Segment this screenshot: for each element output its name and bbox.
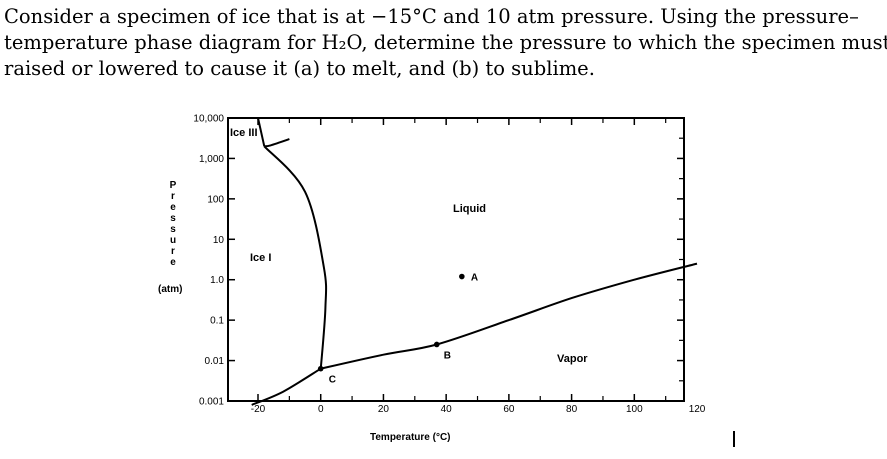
y-axis-letter-6: r (171, 246, 175, 257)
special-points: A B C (317, 273, 478, 386)
boundary-ice3-ice1 (264, 138, 290, 148)
x-tick-label-1: 0 (318, 404, 324, 415)
point-a-label: A (471, 273, 478, 284)
region-ice-i: Ice I (250, 252, 271, 264)
y-axis-letter-1: r (171, 191, 175, 202)
question-line-3: raised or lowered to cause it (a) to mel… (4, 57, 595, 80)
y-axis-letter-7: e (170, 257, 176, 268)
tick-marks (228, 117, 684, 402)
x-tick-label-2: 20 (378, 404, 390, 415)
point-a-marker (459, 273, 465, 280)
point-c-label: C (329, 375, 336, 386)
y-tick-label-1: 1,000 (199, 154, 224, 165)
y-tick-labels: 10,000 1,000 100 10 1.0 0.1 0.01 0.001 (193, 114, 224, 408)
point-c-marker (317, 365, 324, 372)
boundary-ice3-left (257, 117, 266, 147)
y-tick-label-2: 100 (207, 194, 224, 205)
region-vapor: Vapor (557, 353, 588, 365)
region-ice-iii: Ice III (230, 127, 258, 139)
y-tick-label-7: 0.001 (199, 397, 224, 408)
text-cursor (733, 431, 735, 447)
region-liquid: Liquid (453, 203, 486, 215)
point-b-marker (433, 341, 440, 348)
question-line-1: Consider a specimen of ice that is at −1… (4, 5, 859, 28)
y-tick-label-5: 0.1 (210, 316, 224, 327)
x-tick-label-0: -20 (251, 404, 266, 415)
boundary-liquid-vapor (320, 262, 698, 370)
y-axis-letter-2: e (170, 202, 176, 213)
x-axis-label: Temperature (°C) (370, 432, 451, 443)
boundary-ice1-liquid (263, 145, 328, 370)
phase-boundaries (251, 117, 698, 406)
x-tick-label-4: 60 (503, 404, 515, 415)
y-axis-unit: (atm) (158, 284, 182, 295)
y-axis-letter-5: u (170, 235, 176, 246)
point-b-label: B (444, 350, 451, 361)
y-axis-letter-0: P (170, 180, 177, 191)
y-tick-label-0: 10,000 (193, 114, 224, 125)
boundary-ice1-vapor (251, 367, 322, 406)
y-tick-label-3: 10 (213, 235, 225, 246)
y-tick-label-6: 0.01 (205, 356, 225, 367)
plot-frame (227, 117, 685, 402)
y-tick-label-4: 1.0 (210, 275, 224, 286)
y-axis-letter-4: s (170, 224, 176, 235)
x-tick-label-6: 100 (626, 404, 643, 415)
question-text: Consider a specimen of ice that is at −1… (4, 4, 887, 82)
x-tick-label-5: 80 (566, 404, 578, 415)
x-tick-labels: -20 0 20 40 60 80 100 120 (251, 404, 706, 415)
x-tick-label-3: 40 (441, 404, 453, 415)
x-tick-label-7: 120 (689, 404, 706, 415)
y-axis-letter-3: s (170, 213, 176, 224)
question-line-2: temperature phase diagram for H₂O, deter… (4, 31, 887, 54)
